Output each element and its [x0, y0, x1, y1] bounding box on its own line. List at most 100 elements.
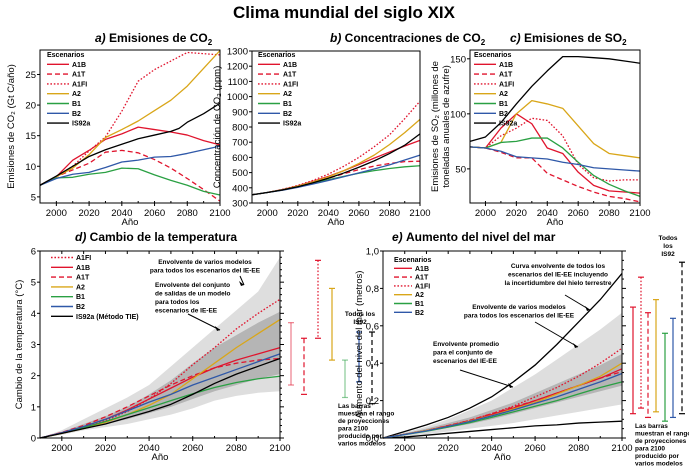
y-tick-label: 600 [232, 153, 248, 164]
range-bars-label: IS92 [353, 319, 367, 326]
range-bars-note: producido por [635, 453, 680, 460]
legend: A1FI A1B A1T A2 B1 B2 IS92a (Método TIE) [51, 255, 139, 321]
series-line-a1fi [469, 117, 640, 182]
y-axis-label: Emisiones de CO₂ (Gt C/año) [6, 64, 17, 189]
y-tick-label: 400 [232, 183, 248, 194]
legend-label: IS92a [499, 121, 517, 128]
y-tick-label: 5 [31, 278, 36, 289]
y-tick-label: 1100 [228, 77, 248, 88]
y-tick-label: 0,0 [366, 434, 379, 445]
series-line-a2 [39, 50, 221, 186]
legend-label: B2 [76, 304, 85, 311]
legend-label: IS92a (Método TIE) [76, 314, 139, 321]
legend-label: A1FI [72, 81, 87, 88]
x-axis-label: Año [494, 452, 511, 463]
panel-title-text: Emisiones de SO [524, 31, 622, 45]
y-tick-label: 1,0 [366, 247, 379, 258]
arrow-head-icon [508, 383, 513, 388]
x-axis-label: Año [152, 452, 169, 463]
series-line-is92a [251, 133, 421, 196]
panel-prefix: c) [510, 31, 524, 45]
x-tick-label: 2060 [568, 208, 589, 219]
x-tick-label: 2020 [438, 443, 459, 454]
legend-label: A1T [72, 72, 86, 79]
annotation-text: escenarios de IE-EE [155, 308, 218, 315]
range-bars-label: los [663, 243, 673, 250]
x-axis-label: Año [328, 217, 345, 228]
series-line-b2 [382, 372, 623, 439]
series-line-is92a [469, 55, 641, 142]
arrow-head-icon [585, 306, 590, 311]
panel-title: b) Concentraciones de CO2 [330, 31, 486, 47]
annotation-text: para todos los escenarios del IE-EE [464, 313, 575, 320]
x-tick-label: 2040 [537, 208, 558, 219]
y-tick-label: 800 [232, 123, 248, 134]
legend-label: A1T [76, 275, 90, 282]
legend-label: A1B [283, 62, 297, 69]
envelope-dark [40, 311, 280, 438]
y-tick-label: 300 [232, 199, 248, 210]
series-line-is92a [39, 357, 281, 439]
x-tick-label: 2100 [409, 208, 430, 219]
x-tick-label: 2060 [525, 443, 546, 454]
annotation-text: Envolvente de varios modelos [158, 259, 252, 266]
y-tick-label: 1000 [227, 92, 248, 103]
x-tick-label: 2020 [95, 443, 116, 454]
panel-a: a) Emisiones de CO2 2000 2020 2040 2060 2080 2… [6, 31, 231, 228]
legend-label: A2 [72, 91, 81, 98]
range-bars-note: Las barras [338, 403, 371, 410]
legend-label: B1 [415, 301, 424, 308]
panel-d: d) Cambio de la temperatura 2000 2020 2040 2… [14, 230, 394, 463]
annotation-text: Envolvente promedio [433, 341, 499, 348]
y-tick-label: 5 [31, 192, 36, 203]
series-line-b1 [39, 167, 221, 196]
legend: Escenarios A1B A1T A1FI A2 B1 B2 IS92a [258, 52, 301, 128]
legend-label: A1FI [76, 255, 91, 262]
series-line-b2 [39, 353, 281, 439]
envelope-light [40, 257, 280, 438]
x-tick-label: 2060 [182, 443, 203, 454]
y-tick-label: 15 [25, 131, 36, 142]
y-tick-label: 20 [25, 101, 36, 112]
x-tick-label: 2000 [46, 208, 67, 219]
x-tick-label: 2080 [568, 443, 589, 454]
annotation-text: Envolvente del conjunto [155, 282, 230, 289]
legend-label: B2 [499, 111, 508, 118]
y-tick-label: 50 [455, 164, 466, 175]
envelope-light [383, 312, 622, 438]
annotation-text: para todos los escenarios del IE-EE [150, 268, 261, 275]
annotation-arrow [239, 275, 245, 286]
series-line-a1b [39, 126, 221, 186]
series-line-a1b [469, 113, 641, 194]
x-tick-label: 2060 [144, 208, 165, 219]
x-tick-label: 2060 [348, 208, 369, 219]
x-tick-label: 2080 [599, 208, 620, 219]
panel-title-subscript: 2 [208, 38, 213, 47]
y-tick-label: 4 [31, 309, 36, 320]
range-bars-label: IS92 [661, 251, 675, 258]
y-tick-label: 500 [232, 168, 248, 179]
series-line-a2 [469, 99, 641, 159]
series-line-a1fi [251, 100, 421, 196]
y-tick-label: 25 [25, 70, 36, 81]
panel-title-text: Cambio de la temperatura [90, 230, 238, 244]
legend-label: A1FI [283, 81, 298, 88]
annotation-arrow [459, 369, 514, 388]
annotation-text: escenarios del IE-EE [433, 358, 498, 365]
x-tick-label: 2080 [226, 443, 247, 454]
panel-title: a) Emisiones de CO2 [95, 31, 213, 47]
panel-prefix: e) [392, 230, 406, 244]
legend-label: A1B [76, 265, 90, 272]
legend: Escenarios A1B A1T A1FI A2 B1 B2 IS92a [47, 52, 90, 128]
legend-label: B2 [283, 111, 292, 118]
legend-title: Escenarios [47, 52, 84, 59]
y-axis-label: Concentración de CO₂ (ppm) [212, 66, 223, 189]
range-bars-note: de proyecciones [635, 438, 687, 445]
legend-label: IS92a [72, 121, 90, 128]
annotation-text: la incertidumbre del hielo terrestre [505, 280, 612, 287]
panel-title: c) Emisiones de SO2 [510, 31, 627, 47]
y-tick-label: 1300 [227, 47, 248, 58]
legend-label: B2 [415, 310, 424, 317]
